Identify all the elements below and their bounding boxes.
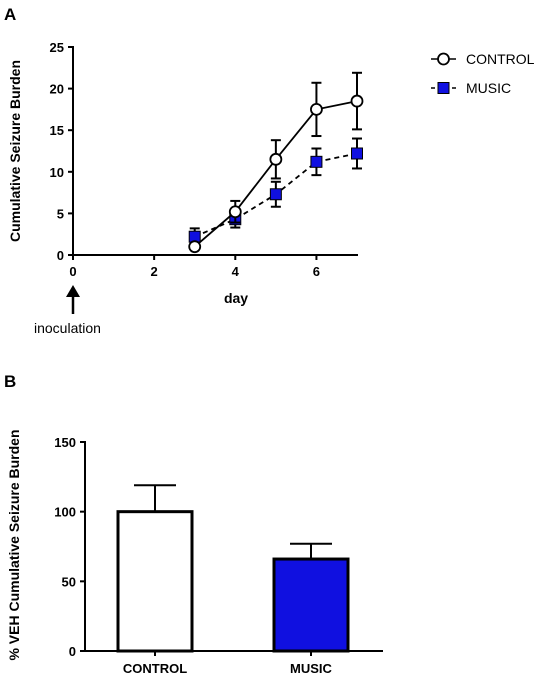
panel-a-y-tick-label: 15: [50, 123, 64, 138]
legend-music-label: MUSIC: [466, 80, 511, 96]
bar-music-label: MUSIC: [290, 661, 333, 676]
panel-a-x-axis-label: day: [224, 290, 248, 306]
inoculation-arrow-icon: [66, 285, 80, 314]
panel-b-y-tick-label: 100: [54, 505, 76, 520]
legend-music-marker-icon: [437, 82, 450, 94]
bar-control: [116, 510, 194, 653]
panel-a-x-tick-label: 6: [313, 264, 320, 279]
series-control-point: [269, 152, 283, 166]
panel-a-legend: CONTROL MUSIC: [431, 51, 535, 96]
series-music-point: [351, 147, 363, 160]
panel-a-y-tick-label: 5: [57, 206, 64, 221]
panel-a-y-tick-label: 25: [50, 40, 64, 55]
series-control-point: [188, 240, 202, 254]
panel-b-y-tick-label: 50: [62, 574, 76, 589]
panel-b-y-axis-label: % VEH Cumulative Seizure Burden: [6, 429, 22, 660]
panel-b-y-tick-label: 0: [69, 644, 76, 659]
panel-a-x-ticks: 0 2 4 6: [69, 255, 320, 279]
panel-b-y-tick-label: 150: [54, 435, 76, 450]
legend-control-label: CONTROL: [466, 51, 535, 67]
panel-a-y-tick-label: 0: [57, 248, 64, 263]
panel-a-label: A: [4, 5, 16, 24]
panel-b-y-ticks: 0 50 100 150: [54, 435, 85, 659]
series-control: [188, 71, 364, 254]
panel-a-y-ticks: 0 5 10 15 20 25: [50, 40, 73, 263]
series-control-point: [228, 205, 242, 219]
series-music-point: [269, 188, 282, 201]
panel-b-bars: CONTROL MUSIC: [116, 484, 350, 676]
legend-control-marker-icon: [437, 52, 450, 66]
panel-a-x-tick-label: 0: [69, 264, 76, 279]
series-control-point: [310, 103, 323, 116]
panel-a-series: [188, 71, 364, 254]
panel-a-y-axis-label: Cumulative Seizure Burden: [7, 60, 23, 242]
series-control-point: [350, 94, 364, 108]
panel-a-y-tick-label: 20: [50, 82, 64, 97]
panel-b-label: B: [4, 372, 16, 391]
panel-a-y-tick-label: 10: [50, 165, 64, 180]
inoculation-label: inoculation: [34, 320, 101, 336]
panel-a-x-tick-label: 2: [151, 264, 158, 279]
series-music-point: [310, 155, 323, 168]
bar-music: [272, 557, 350, 653]
bar-control-label: CONTROL: [123, 661, 187, 676]
panel-a-x-tick-label: 4: [232, 264, 240, 279]
